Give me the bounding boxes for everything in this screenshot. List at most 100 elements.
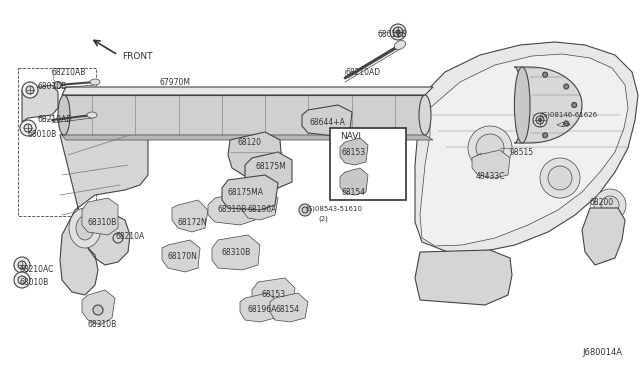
- Ellipse shape: [394, 41, 406, 49]
- Ellipse shape: [601, 196, 619, 214]
- Ellipse shape: [419, 95, 431, 135]
- Ellipse shape: [572, 103, 577, 108]
- Text: 68210AB: 68210AB: [52, 68, 86, 77]
- Bar: [330, 128, 406, 200]
- Ellipse shape: [538, 119, 541, 122]
- Ellipse shape: [87, 112, 97, 118]
- Ellipse shape: [543, 133, 548, 138]
- Text: NAVI: NAVI: [340, 132, 361, 141]
- Text: 68644+A: 68644+A: [310, 118, 346, 127]
- Ellipse shape: [548, 166, 572, 190]
- Polygon shape: [82, 198, 118, 235]
- Text: (2): (2): [318, 215, 328, 221]
- Text: (S)08146-61626: (S)08146-61626: [540, 112, 597, 119]
- Text: 68120: 68120: [238, 138, 262, 147]
- Ellipse shape: [58, 95, 70, 135]
- Text: 68153: 68153: [342, 148, 366, 157]
- Polygon shape: [62, 95, 425, 135]
- Text: 68175MA: 68175MA: [228, 188, 264, 197]
- Text: 67970M: 67970M: [160, 78, 191, 87]
- Text: 68175M: 68175M: [255, 162, 285, 171]
- Polygon shape: [162, 240, 200, 272]
- Text: 68010B: 68010B: [38, 82, 67, 91]
- Ellipse shape: [299, 204, 311, 216]
- Text: 68196A: 68196A: [248, 205, 277, 214]
- Ellipse shape: [393, 27, 403, 37]
- Text: (S)08543-51610: (S)08543-51610: [305, 205, 362, 212]
- Ellipse shape: [69, 208, 101, 248]
- Polygon shape: [228, 132, 282, 178]
- Polygon shape: [340, 138, 368, 165]
- Ellipse shape: [515, 67, 530, 143]
- Text: 68210AB: 68210AB: [38, 115, 72, 124]
- Polygon shape: [62, 87, 433, 95]
- Ellipse shape: [390, 24, 406, 40]
- Polygon shape: [582, 208, 625, 265]
- Polygon shape: [82, 290, 115, 325]
- Ellipse shape: [26, 86, 34, 94]
- Text: 68210AD: 68210AD: [345, 68, 380, 77]
- Text: 68310B: 68310B: [88, 218, 117, 227]
- Ellipse shape: [476, 134, 504, 162]
- Ellipse shape: [594, 189, 626, 221]
- Text: 68010B: 68010B: [378, 30, 407, 39]
- Ellipse shape: [14, 257, 30, 273]
- Polygon shape: [222, 175, 278, 210]
- Ellipse shape: [18, 276, 26, 284]
- Polygon shape: [415, 250, 512, 305]
- Ellipse shape: [54, 81, 61, 89]
- Text: 68154: 68154: [342, 188, 366, 197]
- Polygon shape: [420, 54, 628, 246]
- Text: FRONT: FRONT: [122, 52, 152, 61]
- Text: J680014A: J680014A: [582, 348, 622, 357]
- Ellipse shape: [543, 72, 548, 77]
- Text: 68170N: 68170N: [168, 252, 198, 261]
- Polygon shape: [270, 293, 308, 322]
- Ellipse shape: [20, 120, 36, 136]
- Text: 68310B: 68310B: [218, 205, 247, 214]
- Text: 68010B: 68010B: [20, 278, 49, 287]
- Polygon shape: [212, 235, 260, 270]
- Polygon shape: [340, 168, 368, 195]
- Polygon shape: [240, 293, 278, 322]
- Ellipse shape: [93, 305, 103, 315]
- Text: <2>: <2>: [555, 122, 571, 128]
- Ellipse shape: [536, 116, 544, 124]
- Polygon shape: [60, 108, 148, 295]
- Text: 68200: 68200: [590, 198, 614, 207]
- Text: 68210A: 68210A: [115, 232, 144, 241]
- Text: 68154: 68154: [275, 305, 299, 314]
- Polygon shape: [22, 85, 58, 122]
- Ellipse shape: [302, 207, 308, 213]
- Ellipse shape: [113, 233, 123, 243]
- Bar: [18, 68, 96, 216]
- Ellipse shape: [14, 272, 30, 288]
- Polygon shape: [472, 150, 510, 178]
- Ellipse shape: [533, 113, 547, 127]
- Ellipse shape: [76, 216, 94, 240]
- Polygon shape: [415, 42, 638, 252]
- Text: 68310B: 68310B: [88, 320, 117, 329]
- Text: 68153: 68153: [262, 290, 286, 299]
- Text: 68172N: 68172N: [178, 218, 208, 227]
- Polygon shape: [242, 190, 278, 220]
- Polygon shape: [515, 67, 582, 143]
- Polygon shape: [62, 135, 433, 140]
- Ellipse shape: [24, 124, 32, 132]
- Polygon shape: [172, 200, 208, 232]
- Polygon shape: [252, 278, 295, 312]
- Text: 98515: 98515: [510, 148, 534, 157]
- Text: 68210AC: 68210AC: [20, 265, 54, 274]
- Ellipse shape: [564, 84, 569, 89]
- Ellipse shape: [90, 79, 100, 85]
- Text: 68010B: 68010B: [28, 130, 57, 139]
- Ellipse shape: [468, 126, 512, 170]
- Ellipse shape: [564, 121, 569, 126]
- Ellipse shape: [22, 82, 38, 98]
- Text: 68196A: 68196A: [248, 305, 277, 314]
- Polygon shape: [302, 105, 352, 136]
- Text: 48433C: 48433C: [476, 172, 506, 181]
- Ellipse shape: [396, 30, 400, 34]
- Ellipse shape: [18, 261, 26, 269]
- Text: 68310B: 68310B: [222, 248, 252, 257]
